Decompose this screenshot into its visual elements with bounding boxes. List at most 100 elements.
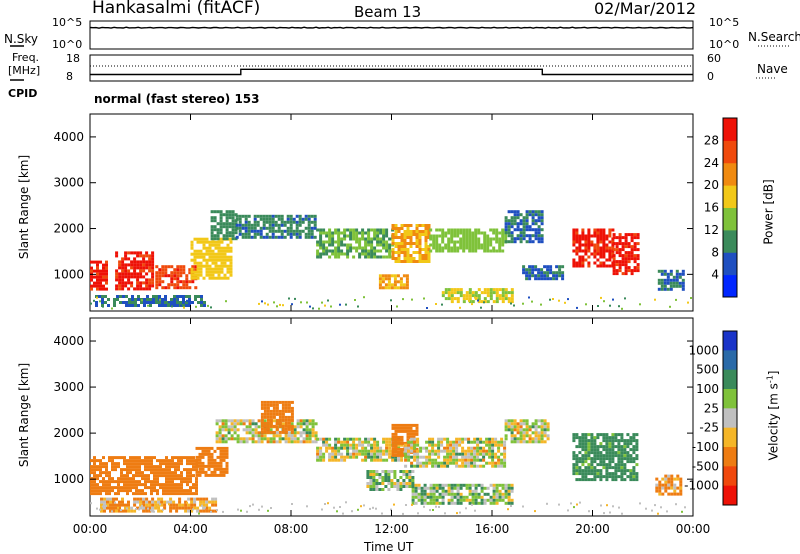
velocity-cell: [471, 483, 475, 487]
velocity-cell: [260, 437, 264, 441]
power-cell: [519, 237, 523, 241]
velocity-cell: [189, 477, 192, 481]
velocity-cell: [233, 431, 237, 435]
power-cell: [307, 223, 311, 227]
velocity-cell: [379, 455, 383, 459]
velocity-cell: [497, 455, 501, 459]
velocity-cell: [254, 428, 258, 432]
velocity-cell: [620, 466, 624, 470]
power-speckle: [468, 299, 470, 302]
velocity-cell: [269, 409, 273, 413]
velocity-cell: [543, 419, 547, 423]
power-cell: [115, 269, 119, 273]
power-cell: [225, 231, 229, 235]
power-cell: [241, 235, 245, 239]
power-cell: [161, 271, 165, 275]
velocity-cell: [287, 400, 291, 404]
velocity-speckle: [417, 512, 419, 515]
power-cell: [307, 229, 311, 233]
velocity-cell: [590, 433, 594, 437]
velocity-speckle: [291, 503, 293, 505]
velocity-cell: [96, 486, 99, 490]
power-cell: [214, 240, 218, 244]
velocity-cell: [486, 492, 490, 496]
velocity-cell: [346, 446, 350, 450]
velocity-cell: [153, 480, 156, 484]
velocity-cell: [114, 486, 117, 490]
power-cell: [298, 214, 302, 218]
power-cell: [666, 272, 670, 276]
power-cell: [462, 300, 466, 304]
velocity-cell: [581, 472, 585, 476]
power-cell: [331, 249, 335, 253]
velocity-cell: [177, 492, 180, 496]
power-cell: [615, 236, 619, 240]
xtick-label: 12:00: [374, 522, 409, 536]
velocity-cell: [105, 471, 108, 475]
power-cell: [587, 237, 591, 241]
power-cell: [471, 246, 475, 250]
power-cell: [304, 232, 308, 236]
velocity-cell: [204, 452, 208, 456]
power-cell: [534, 228, 538, 232]
power-cell: [151, 266, 155, 270]
power-cell: [152, 298, 155, 301]
power-cell: [211, 270, 215, 274]
velocity-cell: [438, 486, 442, 490]
power-cell: [522, 271, 526, 275]
velocity-speckle: [90, 502, 92, 505]
power-cell: [424, 257, 428, 260]
velocity-cell: [219, 470, 223, 474]
velocity-cell: [605, 448, 609, 452]
power-cell: [121, 275, 125, 279]
velocity-cell: [670, 486, 674, 490]
velocity-cell: [476, 452, 480, 456]
velocity-cell: [593, 475, 597, 479]
velocity-cell: [331, 452, 335, 456]
velocity-cell: [456, 501, 460, 505]
velocity-cell: [522, 428, 526, 432]
velocity-cell: [177, 465, 180, 469]
velocity-cell: [629, 436, 633, 440]
power-cell: [406, 260, 410, 263]
power-cell: [636, 242, 640, 246]
power-cell: [578, 237, 582, 241]
power-cell: [119, 295, 122, 298]
power-cell: [501, 291, 505, 295]
velocity-cell: [608, 454, 612, 458]
power-cell: [608, 228, 612, 232]
power-cell: [223, 258, 227, 262]
velocity-cell: [284, 424, 288, 428]
velocity-cell: [417, 495, 421, 499]
velocity-cell: [453, 483, 457, 487]
power-cell: [179, 286, 183, 290]
velocity-cell: [504, 495, 508, 499]
velocity-cell: [136, 497, 140, 501]
power-cell: [280, 220, 284, 224]
power-cell: [210, 231, 214, 235]
velocity-cell: [425, 464, 429, 468]
power-cell: [394, 227, 398, 230]
velocity-cell: [500, 464, 504, 468]
velocity-cell: [236, 440, 240, 444]
velocity-cell: [494, 464, 498, 468]
velocity-cell: [578, 472, 582, 476]
velocity-speckle: [126, 507, 128, 510]
velocity-cell: [93, 474, 96, 478]
velocity-cell: [444, 489, 448, 493]
power-cell: [678, 272, 682, 276]
power-cell: [122, 301, 125, 304]
velocity-cell: [623, 478, 627, 482]
velocity-cell: [156, 477, 159, 481]
velocity-cell: [138, 474, 141, 478]
power-speckle: [288, 297, 290, 300]
velocity-cell: [410, 440, 414, 444]
power-cell: [522, 216, 526, 220]
velocity-cell: [476, 464, 480, 468]
power-cell: [102, 266, 105, 270]
power-cell: [525, 234, 529, 238]
power-cell: [194, 295, 197, 298]
power-cell: [265, 232, 269, 236]
power-cell: [474, 234, 478, 238]
power-cell: [367, 252, 371, 256]
